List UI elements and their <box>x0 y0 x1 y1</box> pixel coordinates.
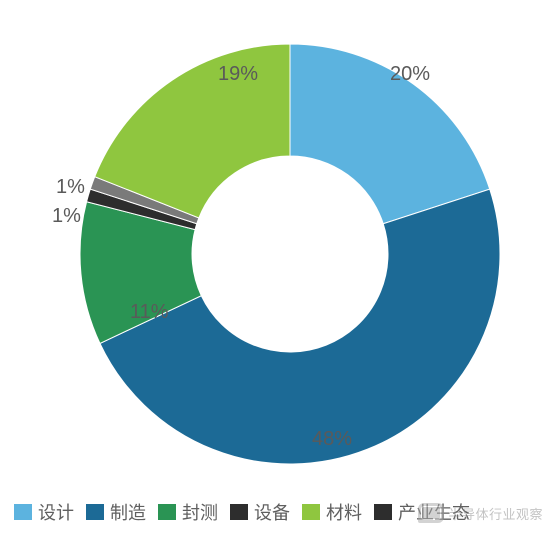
slice-label: 20% <box>390 63 430 85</box>
legend-label: 设计 <box>38 499 74 525</box>
slice-label: 48% <box>312 428 352 450</box>
legend-label: 封测 <box>182 499 218 525</box>
watermark: 半导体行业观察 <box>418 503 543 523</box>
legend-item: 制造 <box>86 499 146 525</box>
legend-swatch <box>14 504 32 520</box>
legend-swatch <box>86 504 104 520</box>
legend-swatch <box>302 504 320 520</box>
legend-label: 制造 <box>110 499 146 525</box>
slice-label: 19% <box>218 63 258 85</box>
legend-item: 设计 <box>14 499 74 525</box>
legend-item: 材料 <box>302 499 362 525</box>
watermark-text: 半导体行业观察 <box>448 504 543 523</box>
donut-chart: 20% 48% 11% 1% 1% 19% <box>0 0 555 500</box>
legend-swatch <box>374 504 392 520</box>
slice-label: 11% <box>130 301 169 323</box>
legend-item: 设备 <box>230 499 290 525</box>
wechat-icon <box>418 503 444 523</box>
donut-svg: 20% 48% 11% 1% 1% 19% <box>0 0 555 500</box>
legend-swatch <box>230 504 248 520</box>
slice-label: 1% <box>56 176 85 198</box>
legend-label: 材料 <box>326 499 362 525</box>
legend-item: 封测 <box>158 499 218 525</box>
slice-label: 1% <box>52 205 81 227</box>
legend-label: 设备 <box>254 499 290 525</box>
legend-swatch <box>158 504 176 520</box>
